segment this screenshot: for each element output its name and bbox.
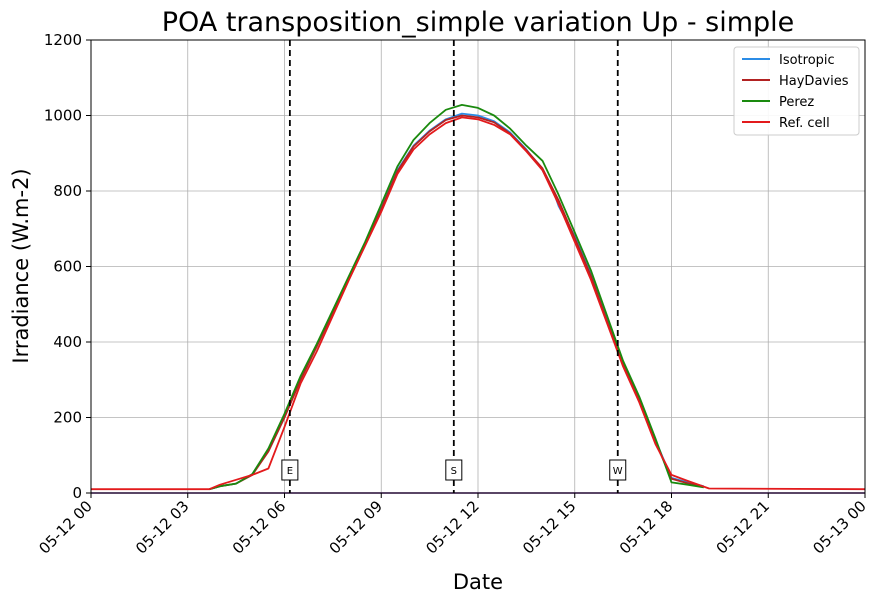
y-axis-title: Irradiance (W.m-2) bbox=[9, 168, 33, 363]
legend-label: Ref. cell bbox=[779, 116, 830, 131]
y-tick-label: 1200 bbox=[44, 31, 82, 49]
y-tick-label: 800 bbox=[53, 182, 82, 200]
legend-label: Isotropic bbox=[779, 53, 835, 68]
y-tick-label: 1000 bbox=[44, 107, 82, 125]
y-tick-label: 600 bbox=[53, 258, 82, 276]
direction-marker-label: W bbox=[613, 466, 623, 477]
series-line-perez bbox=[209, 104, 704, 491]
y-tick-label: 0 bbox=[72, 484, 82, 502]
legend: Isotropic HayDavies Perez Ref. cell bbox=[733, 46, 860, 136]
x-axis-title: Date bbox=[453, 570, 503, 594]
y-tick-label: 400 bbox=[53, 333, 82, 351]
legend-box bbox=[733, 46, 860, 136]
chart-title: POA transposition_simple variation Up - … bbox=[162, 7, 795, 38]
y-tick-label: 200 bbox=[53, 409, 82, 427]
legend-label: Perez bbox=[779, 95, 814, 110]
direction-marker-box bbox=[609, 459, 627, 481]
legend-label: HayDavies bbox=[779, 74, 849, 89]
y-axis-ticks: 0 200 400 600 800 1000 1200 bbox=[44, 31, 91, 502]
direction-marker-box bbox=[445, 459, 463, 481]
direction-marker-label: S bbox=[451, 466, 457, 477]
direction-marker-box bbox=[281, 459, 299, 481]
direction-marker-label: E bbox=[287, 466, 293, 477]
